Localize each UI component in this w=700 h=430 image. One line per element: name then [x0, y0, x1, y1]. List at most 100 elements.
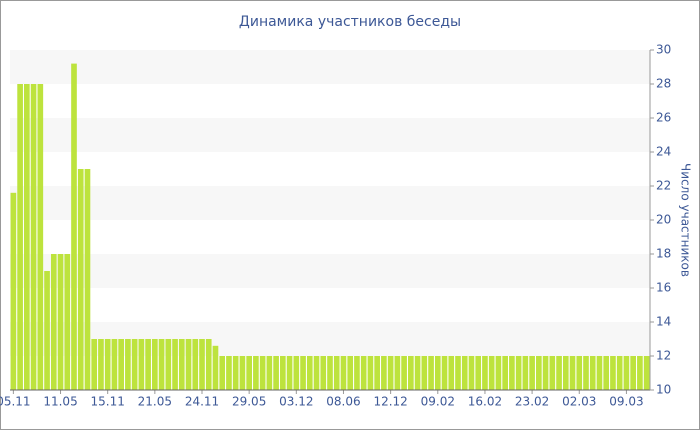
x-tick-label: 03.12 — [279, 395, 313, 409]
x-tick-label: 12.12 — [373, 395, 407, 409]
bar — [381, 356, 387, 390]
bar — [212, 345, 219, 390]
bar — [354, 356, 360, 390]
bar — [10, 192, 17, 390]
bar — [286, 356, 293, 390]
bar — [408, 356, 414, 390]
bar — [64, 254, 71, 390]
bar — [219, 356, 226, 390]
y-tick-label: 28 — [656, 77, 671, 91]
y-tick-label: 12 — [656, 349, 671, 363]
grid-band — [10, 186, 650, 220]
bar — [280, 356, 286, 390]
bar — [131, 339, 138, 390]
bar — [24, 84, 30, 390]
bar — [441, 356, 448, 390]
bar — [104, 339, 111, 390]
x-tick-label: 21.05 — [138, 395, 172, 409]
x-tick-label: 08.06 — [326, 395, 360, 409]
bar — [509, 356, 515, 390]
y-tick-label: 20 — [656, 213, 671, 227]
bar — [158, 339, 165, 390]
bar — [448, 356, 455, 390]
bar — [461, 356, 468, 390]
x-tick-label: 15.11 — [91, 395, 125, 409]
x-tick-label: 16.02 — [468, 395, 502, 409]
bar — [327, 356, 333, 390]
x-tick-label: 02.03 — [562, 395, 596, 409]
x-tick-label: 05.11 — [0, 395, 31, 409]
bar — [589, 356, 596, 390]
bar — [246, 356, 252, 390]
bar — [178, 339, 185, 390]
bar — [536, 356, 542, 390]
y-tick-label: 14 — [656, 315, 671, 329]
y-tick-label: 26 — [656, 111, 671, 125]
y-tick-label: 18 — [656, 247, 671, 261]
bar — [57, 254, 64, 390]
bar — [293, 356, 300, 390]
bar — [125, 339, 131, 390]
x-tick-label: 29.05 — [232, 395, 266, 409]
bar — [91, 339, 98, 390]
bar — [630, 356, 636, 390]
bar — [502, 356, 508, 390]
bar — [320, 356, 327, 390]
y-tick-label: 10 — [656, 383, 671, 397]
bar — [239, 356, 246, 390]
bar — [468, 356, 475, 390]
bar — [17, 84, 23, 390]
grid-band — [10, 118, 650, 152]
bar — [306, 356, 313, 390]
bar — [313, 356, 320, 390]
bar — [475, 356, 482, 390]
bar — [165, 339, 172, 390]
x-tick-label: 09.02 — [421, 395, 455, 409]
bar — [603, 356, 610, 390]
bar — [273, 356, 279, 390]
bar — [455, 356, 461, 390]
bar — [596, 356, 603, 390]
bar — [401, 356, 407, 390]
bar — [44, 271, 50, 390]
bar — [253, 356, 259, 390]
bar — [232, 356, 239, 390]
y-tick-label: 16 — [656, 281, 671, 295]
bar — [556, 356, 562, 390]
bar — [562, 356, 569, 390]
bar — [266, 356, 273, 390]
bar — [610, 356, 616, 390]
bar — [172, 339, 178, 390]
bar — [259, 356, 266, 390]
bar — [152, 339, 158, 390]
bar — [111, 339, 118, 390]
bar — [643, 356, 650, 390]
bar — [118, 339, 124, 390]
bar — [300, 356, 306, 390]
x-tick-label: 24.11 — [185, 395, 219, 409]
bar — [340, 356, 347, 390]
bar — [205, 339, 212, 390]
y-tick-label: 30 — [656, 43, 671, 57]
bar — [421, 356, 428, 390]
grid-band — [10, 50, 650, 84]
bar — [374, 356, 380, 390]
bar — [515, 356, 522, 390]
bar — [623, 356, 630, 390]
bar — [192, 339, 199, 390]
bar — [50, 254, 57, 390]
bar — [387, 356, 394, 390]
bar — [542, 356, 549, 390]
grid-band — [10, 254, 650, 288]
x-tick-label: 23.02 — [515, 395, 549, 409]
bar — [488, 356, 495, 390]
bar — [84, 169, 91, 390]
bar — [522, 356, 529, 390]
bar — [549, 356, 556, 390]
y-tick-label: 24 — [656, 145, 671, 159]
bar — [185, 339, 192, 390]
bar — [77, 169, 84, 390]
bar — [367, 356, 374, 390]
bar — [333, 356, 340, 390]
